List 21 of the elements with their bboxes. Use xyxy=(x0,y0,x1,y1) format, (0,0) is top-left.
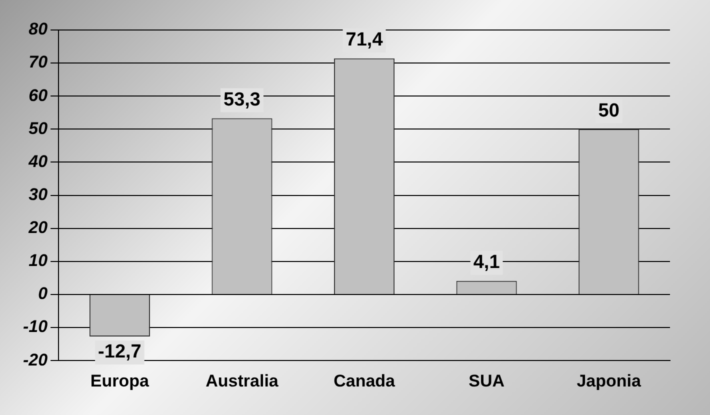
y-tick-label: 50 xyxy=(28,118,48,138)
y-tick-label: 20 xyxy=(28,218,48,238)
x-tick-label: Japonia xyxy=(576,371,642,390)
data-label: -12,7 xyxy=(98,342,142,363)
data-label: 71,4 xyxy=(346,30,384,51)
y-tick-label: 40 xyxy=(28,152,48,171)
x-tick-label: SUA xyxy=(468,371,505,390)
x-tick-label: Australia xyxy=(206,371,279,390)
data-label: 4,1 xyxy=(473,252,500,274)
y-tick-label: 30 xyxy=(28,184,48,204)
y-tick-label: 0 xyxy=(38,284,48,304)
data-label: 53,3 xyxy=(224,90,260,111)
data-label: 50 xyxy=(598,100,620,122)
y-tick-label: -20 xyxy=(22,350,48,370)
x-tick-label: Europa xyxy=(90,371,150,390)
y-tick-label: 80 xyxy=(28,20,48,39)
y-tick-label: -10 xyxy=(22,317,48,336)
y-tick-label: 70 xyxy=(28,52,48,72)
x-tick-label: Canada xyxy=(334,371,396,390)
y-tick-label: 10 xyxy=(28,251,48,270)
y-tick-label: 60 xyxy=(28,86,48,105)
